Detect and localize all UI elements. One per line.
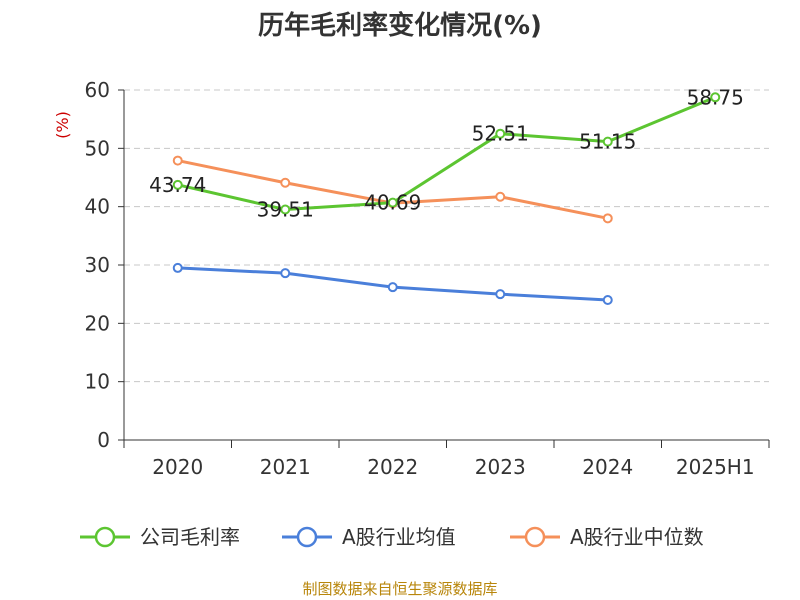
data-label: 58.75 [687,85,744,109]
data-label: 40.69 [364,191,421,215]
data-point [172,179,183,190]
series-line [177,95,716,212]
x-tick-label: 2022 [367,455,418,479]
y-tick-label: 50 [85,136,110,160]
x-tick-label: 2025H1 [676,455,755,479]
data-point [280,177,291,188]
data-labels: 43.74 39.51 40.69 52.51 51.15 58.75 [149,85,744,221]
data-point [172,262,183,273]
legend-label: 公司毛利率 [140,525,240,549]
legend-marker [296,526,318,548]
data-point [602,213,613,224]
y-tick-label: 0 [97,428,110,452]
data-label: 51.15 [579,130,636,154]
legend-marker [524,526,546,548]
y-tick-label: 20 [85,311,110,335]
y-tick-label: 30 [85,253,110,277]
legend-label: A股行业中位数 [570,525,704,549]
data-point [710,92,721,103]
data-label: 52.51 [472,122,529,146]
x-tick-label: 2024 [582,455,633,479]
data-point [602,295,613,305]
legend-marker [94,526,116,548]
data-point [495,128,506,139]
data-point [495,191,506,202]
data-point [495,289,506,300]
x-tick-label: 2023 [475,455,526,479]
legend: 公司毛利率 A股行业均值 A股行业中位数 [80,525,704,549]
y-tick-label: 60 [85,78,110,102]
y-axis-label: (%) [53,111,72,139]
x-tick-label: 2021 [260,455,311,479]
series-lines [172,92,721,305]
legend-label: A股行业均值 [342,525,456,549]
data-label: 43.74 [149,173,206,197]
grid-lines [124,89,769,383]
data-point [387,197,398,208]
y-tick-label: 40 [85,195,110,219]
y-tick-label: 10 [85,370,110,394]
data-point [387,282,398,293]
axes: 0 10 20 30 40 50 60 2020 2021 2022 2023 2024 2025H1 [85,78,770,479]
source-note: 制图数据来自恒生聚源数据库 [302,580,497,598]
data-point [280,268,291,279]
data-point [280,204,291,215]
x-tick-label: 2020 [152,455,203,479]
data-point [602,136,613,147]
chart-title: 历年毛利率变化情况(%) [258,10,542,41]
data-point [172,155,183,166]
data-label: 39.51 [257,198,314,222]
